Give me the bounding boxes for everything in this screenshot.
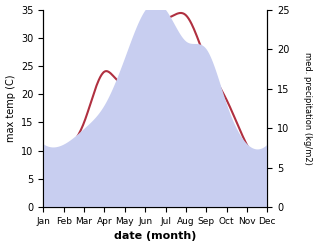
Y-axis label: med. precipitation (kg/m2): med. precipitation (kg/m2): [303, 52, 313, 165]
X-axis label: date (month): date (month): [114, 231, 197, 242]
Y-axis label: max temp (C): max temp (C): [5, 75, 16, 142]
